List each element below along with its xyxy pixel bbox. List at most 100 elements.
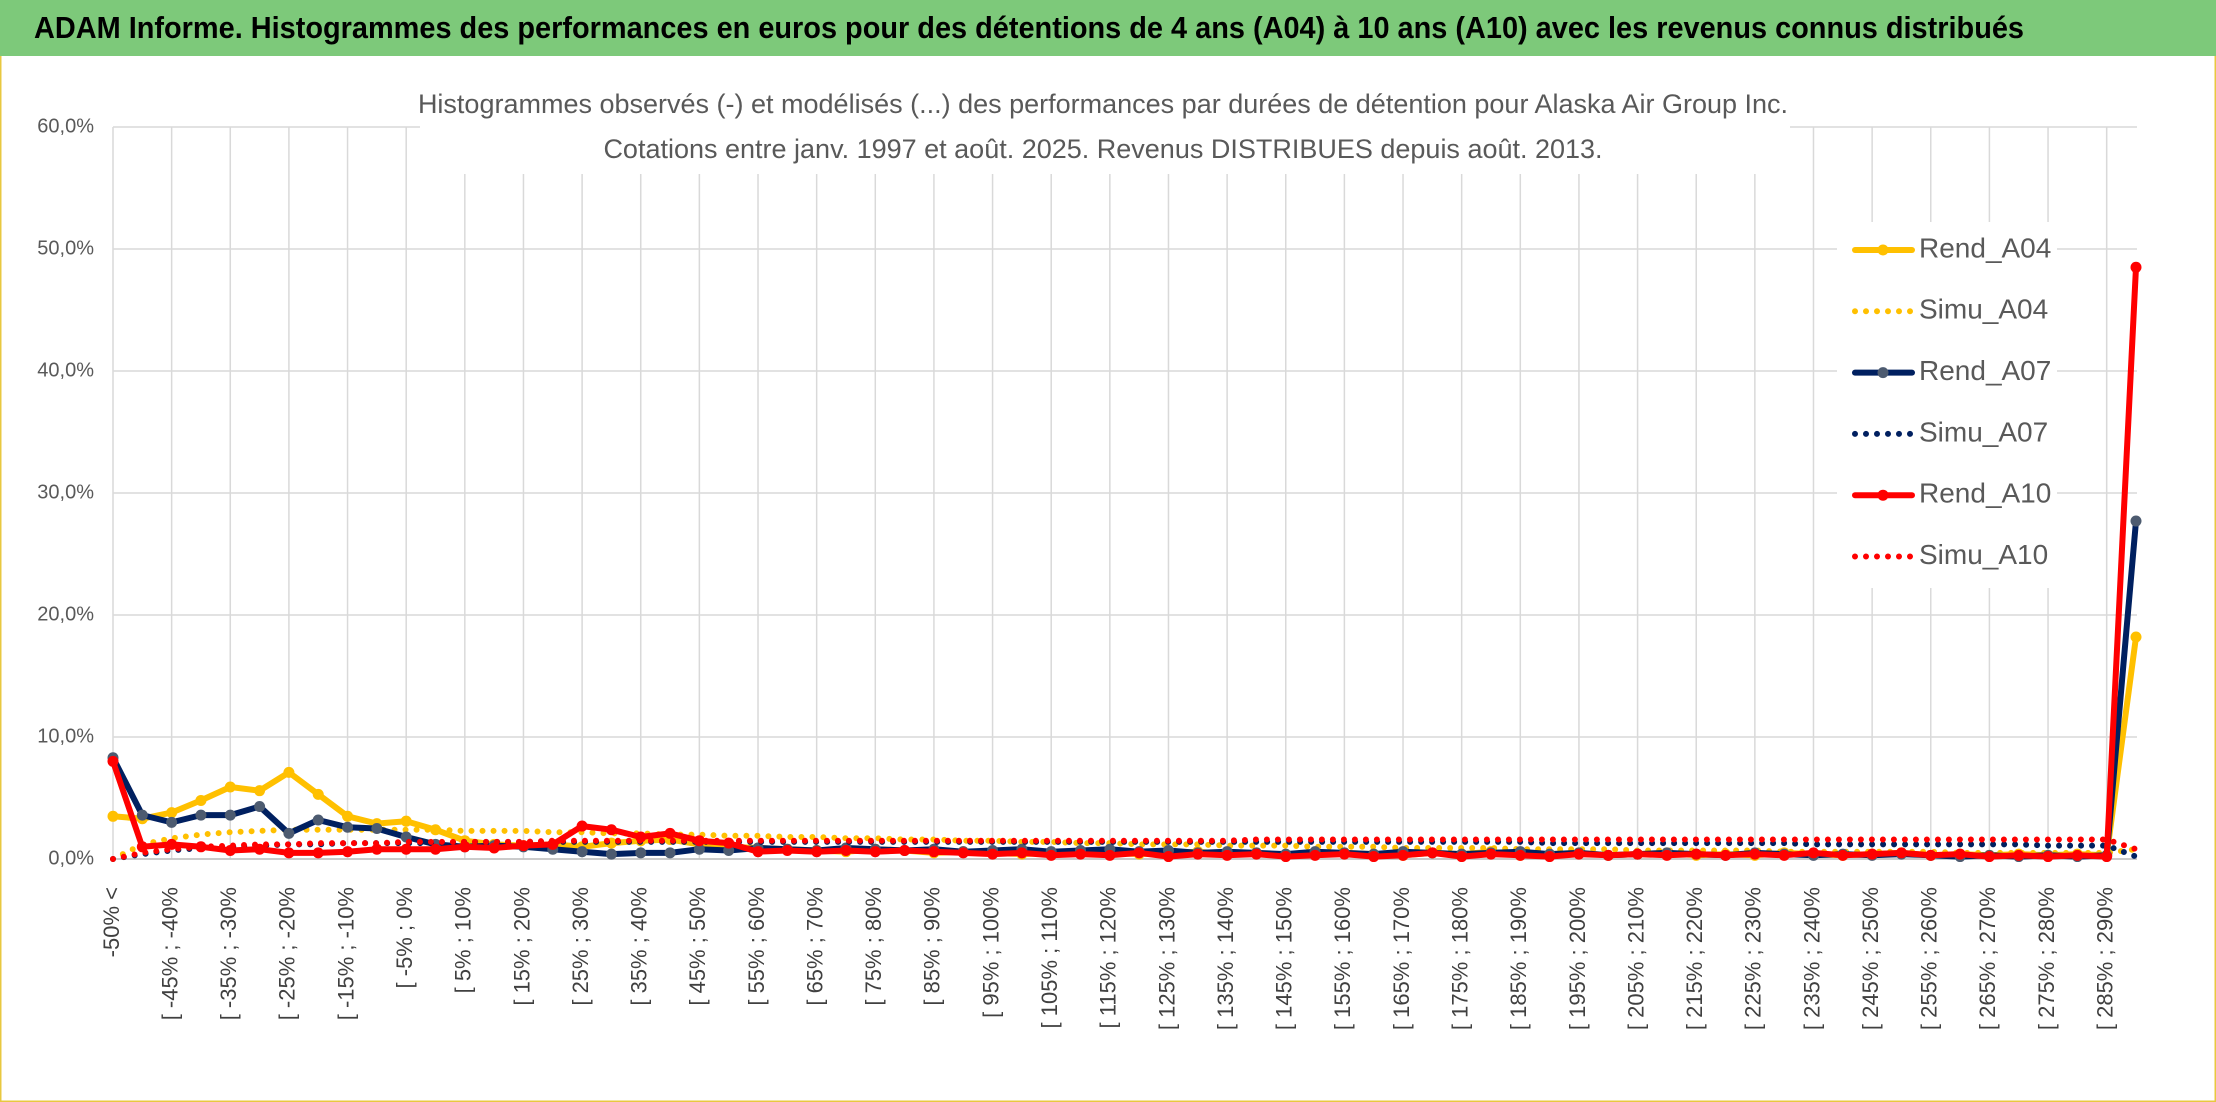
x-tick-label: [ -5% ; 0% bbox=[392, 887, 417, 988]
x-tick-label: [ -35% ; -30% bbox=[216, 887, 241, 1020]
chart-title: Histogrammes observés (-) et modélisés (… bbox=[418, 89, 1788, 119]
point bbox=[136, 809, 148, 821]
point bbox=[1104, 849, 1116, 861]
legend-label: Simu_A07 bbox=[1919, 416, 2048, 447]
x-tick-label: [ 245% ; 250% bbox=[1858, 887, 1883, 1030]
x-tick-label: [ 125% ; 130% bbox=[1154, 887, 1179, 1030]
x-tick-label: [ 65% ; 70% bbox=[802, 887, 827, 1006]
legend-label: Simu_A04 bbox=[1919, 294, 2048, 325]
point bbox=[195, 794, 207, 806]
x-tick-label: [ 225% ; 230% bbox=[1741, 887, 1766, 1030]
point bbox=[342, 846, 354, 858]
point bbox=[283, 827, 295, 839]
title-box bbox=[420, 84, 1790, 174]
point bbox=[166, 838, 178, 850]
x-tick-label: [ -45% ; -40% bbox=[157, 887, 182, 1020]
y-tick-label: 10,0% bbox=[37, 725, 94, 747]
point bbox=[1456, 851, 1468, 863]
point bbox=[1221, 849, 1233, 861]
point bbox=[840, 844, 852, 856]
point bbox=[400, 815, 412, 827]
legend-box bbox=[1837, 222, 2057, 588]
legend-label: Rend_A07 bbox=[1919, 355, 2051, 386]
point bbox=[254, 785, 266, 797]
point bbox=[224, 781, 236, 793]
point bbox=[1309, 849, 1321, 861]
point bbox=[693, 835, 705, 847]
x-tick-label: [ 85% ; 90% bbox=[920, 887, 945, 1006]
point bbox=[1778, 849, 1790, 861]
point bbox=[869, 846, 881, 858]
y-tick-label: 0,0% bbox=[48, 847, 94, 869]
y-tick-label: 30,0% bbox=[37, 481, 94, 503]
point bbox=[342, 810, 354, 822]
point bbox=[371, 843, 383, 855]
point bbox=[1690, 848, 1702, 860]
point bbox=[811, 846, 823, 858]
x-tick-label: [ 15% ; 20% bbox=[509, 887, 534, 1006]
point bbox=[254, 801, 266, 813]
point bbox=[371, 823, 383, 834]
header-title: ADAM Informe. Histogrammes des performan… bbox=[34, 10, 2024, 45]
point bbox=[166, 807, 178, 819]
point bbox=[664, 827, 676, 839]
point bbox=[635, 847, 647, 859]
point bbox=[312, 788, 324, 800]
point bbox=[2013, 849, 2025, 861]
grid: 0,0% 10,0% 20,0% 30,0% 40,0% 50,0% 60,0% -50% <… bbox=[37, 115, 2137, 1030]
point bbox=[1720, 849, 1732, 861]
x-tick-label: [ 25% ; 30% bbox=[568, 887, 593, 1006]
point bbox=[342, 821, 354, 833]
point bbox=[899, 844, 911, 856]
point bbox=[576, 846, 588, 858]
point bbox=[283, 766, 295, 778]
point bbox=[400, 843, 412, 855]
point bbox=[1514, 849, 1526, 861]
x-tick-label: [ 165% ; 170% bbox=[1389, 887, 1414, 1030]
point bbox=[283, 847, 295, 859]
point bbox=[430, 843, 442, 855]
x-tick-label: [ 55% ; 60% bbox=[744, 887, 769, 1006]
point bbox=[605, 848, 617, 860]
x-tick-label: [ 255% ; 260% bbox=[1917, 887, 1942, 1030]
point bbox=[1807, 847, 1819, 859]
point bbox=[1397, 849, 1409, 861]
legend-label: Rend_A04 bbox=[1919, 232, 2051, 263]
point bbox=[1837, 849, 1849, 861]
x-tick-label: [ 175% ; 180% bbox=[1447, 887, 1472, 1030]
legend-label: Simu_A10 bbox=[1919, 539, 2048, 570]
x-tick-label: [ 135% ; 140% bbox=[1213, 887, 1238, 1030]
point bbox=[1192, 848, 1204, 860]
series-dotted-line bbox=[110, 826, 2139, 862]
point bbox=[1925, 849, 1937, 861]
point bbox=[664, 847, 676, 859]
x-tick-label: [ 275% ; 280% bbox=[2034, 887, 2059, 1030]
x-tick-label: [ 205% ; 210% bbox=[1623, 887, 1648, 1030]
x-tick-label: [ 185% ; 190% bbox=[1506, 887, 1531, 1030]
point bbox=[166, 816, 178, 828]
point bbox=[1544, 851, 1556, 863]
point bbox=[576, 820, 588, 832]
legend-marker bbox=[1877, 244, 1889, 256]
legend-marker bbox=[1877, 489, 1889, 501]
point bbox=[1573, 848, 1585, 860]
x-tick-label: [ 145% ; 150% bbox=[1272, 887, 1297, 1030]
point bbox=[1280, 851, 1292, 863]
point bbox=[957, 847, 969, 859]
x-tick-label: [ 115% ; 120% bbox=[1096, 887, 1121, 1028]
x-tick-label: [ 95% ; 100% bbox=[978, 887, 1003, 1018]
x-tick-label: [ -25% ; -20% bbox=[275, 887, 300, 1020]
point bbox=[987, 848, 999, 860]
point bbox=[1895, 847, 1907, 859]
point bbox=[2130, 515, 2142, 527]
point bbox=[1866, 848, 1878, 860]
point bbox=[1045, 849, 1057, 861]
point bbox=[2130, 261, 2142, 273]
x-tick-label: [ 235% ; 240% bbox=[1799, 887, 1824, 1030]
point bbox=[224, 809, 236, 821]
x-tick-label: [ 75% ; 80% bbox=[861, 887, 886, 1006]
x-tick-label: [ 285% ; 290% bbox=[2092, 887, 2117, 1030]
point bbox=[312, 847, 324, 859]
point bbox=[1133, 847, 1145, 859]
